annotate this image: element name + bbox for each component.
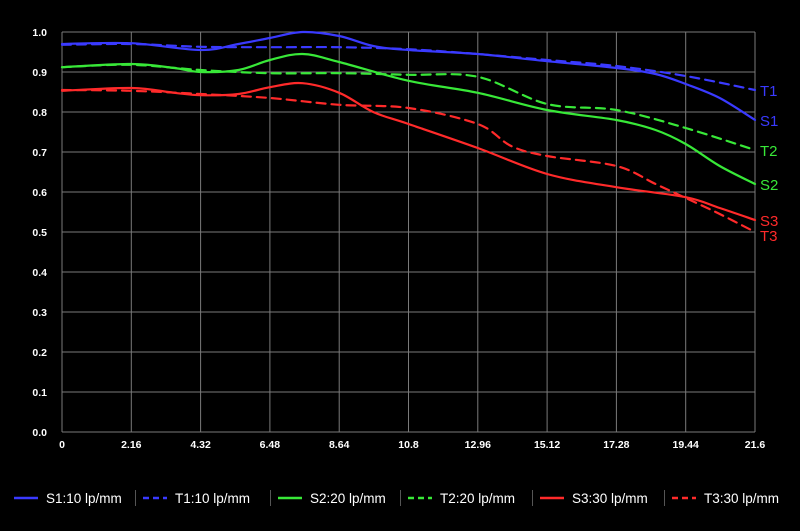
legend-divider bbox=[270, 490, 271, 506]
y-tick-label: 0.9 bbox=[32, 67, 47, 79]
legend-divider bbox=[532, 490, 533, 506]
y-tick-label: 0.2 bbox=[32, 347, 47, 359]
x-tick-labels: 0 2.16 4.32 6.48 8.64 10.8 12.96 15.12 17.28 19.4… bbox=[59, 439, 765, 451]
y-tick-label: 1.0 bbox=[32, 27, 47, 39]
plot-background bbox=[0, 0, 800, 470]
x-tick-label: 19.44 bbox=[673, 439, 699, 451]
legend-item-s3: S3:30 lp/mm bbox=[540, 478, 648, 518]
x-tick-label: 10.8 bbox=[398, 439, 419, 451]
legend-swatch bbox=[14, 496, 38, 500]
legend-divider bbox=[664, 490, 665, 506]
end-label-t3: T3 bbox=[760, 228, 778, 245]
legend-label: S2:20 lp/mm bbox=[310, 490, 386, 506]
legend: S1:10 lp/mm T1:10 lp/mm S2:20 lp/mm T2:20 l… bbox=[0, 478, 800, 518]
series-lines bbox=[60, 30, 757, 234]
grid bbox=[61, 31, 756, 433]
end-label-t1: T1 bbox=[760, 83, 778, 100]
legend-item-s1: S1:10 lp/mm bbox=[14, 478, 122, 518]
legend-divider bbox=[400, 490, 401, 506]
y-tick-label: 0.7 bbox=[32, 147, 47, 159]
x-tick-label: 12.96 bbox=[465, 439, 491, 451]
y-tick-label: 0.3 bbox=[32, 307, 47, 319]
legend-label: T3:30 lp/mm bbox=[704, 490, 780, 506]
legend-label: T1:10 lp/mm bbox=[175, 490, 251, 506]
mtf-chart: 0 2.16 4.32 6.48 8.64 10.8 12.96 15.12 17.28 19.4… bbox=[0, 0, 800, 470]
legend-item-t3: T3:30 lp/mm bbox=[672, 478, 779, 518]
legend-item-s2: S2:20 lp/mm bbox=[278, 478, 386, 518]
legend-label: T2:20 lp/mm bbox=[440, 490, 516, 506]
series-line-t1 bbox=[60, 42, 757, 92]
y-tick-label: 0.5 bbox=[32, 227, 47, 239]
y-tick-label: 0.1 bbox=[32, 387, 47, 399]
y-tick-labels: 0.0 0.1 0.2 0.3 0.4 0.5 0.6 0.7 0.8 0.9 1.0 bbox=[32, 27, 47, 439]
end-label-t2: T2 bbox=[760, 143, 778, 160]
legend-swatch bbox=[540, 496, 564, 500]
legend-swatch bbox=[278, 496, 302, 500]
legend-item-t1: T1:10 lp/mm bbox=[143, 478, 250, 518]
x-tick-label: 0 bbox=[59, 439, 65, 451]
legend-divider bbox=[135, 490, 136, 506]
legend-swatch bbox=[143, 496, 167, 500]
y-tick-label: 0.6 bbox=[32, 187, 47, 199]
legend-label: S1:10 lp/mm bbox=[46, 490, 122, 506]
series-line-s1 bbox=[60, 30, 757, 122]
x-tick-label: 21.6 bbox=[745, 439, 766, 451]
x-tick-label: 2.16 bbox=[121, 439, 142, 451]
x-tick-label: 4.32 bbox=[190, 439, 211, 451]
end-label-s3: S3 bbox=[760, 213, 778, 230]
legend-item-t2: T2:20 lp/mm bbox=[408, 478, 515, 518]
legend-swatch bbox=[672, 496, 696, 500]
legend-label: S3:30 lp/mm bbox=[572, 490, 648, 506]
y-tick-label: 0.8 bbox=[32, 107, 47, 119]
y-tick-label: 0.0 bbox=[32, 427, 47, 439]
x-tick-label: 15.12 bbox=[534, 439, 560, 451]
legend-swatch bbox=[408, 496, 432, 500]
y-tick-label: 0.4 bbox=[32, 267, 47, 279]
x-tick-label: 6.48 bbox=[260, 439, 281, 451]
series-line-t2 bbox=[60, 63, 757, 152]
series-line-t3 bbox=[60, 88, 757, 234]
end-label-s1: S1 bbox=[760, 113, 778, 130]
x-tick-label: 8.64 bbox=[329, 439, 350, 451]
x-tick-label: 17.28 bbox=[603, 439, 629, 451]
end-label-s2: S2 bbox=[760, 177, 778, 194]
